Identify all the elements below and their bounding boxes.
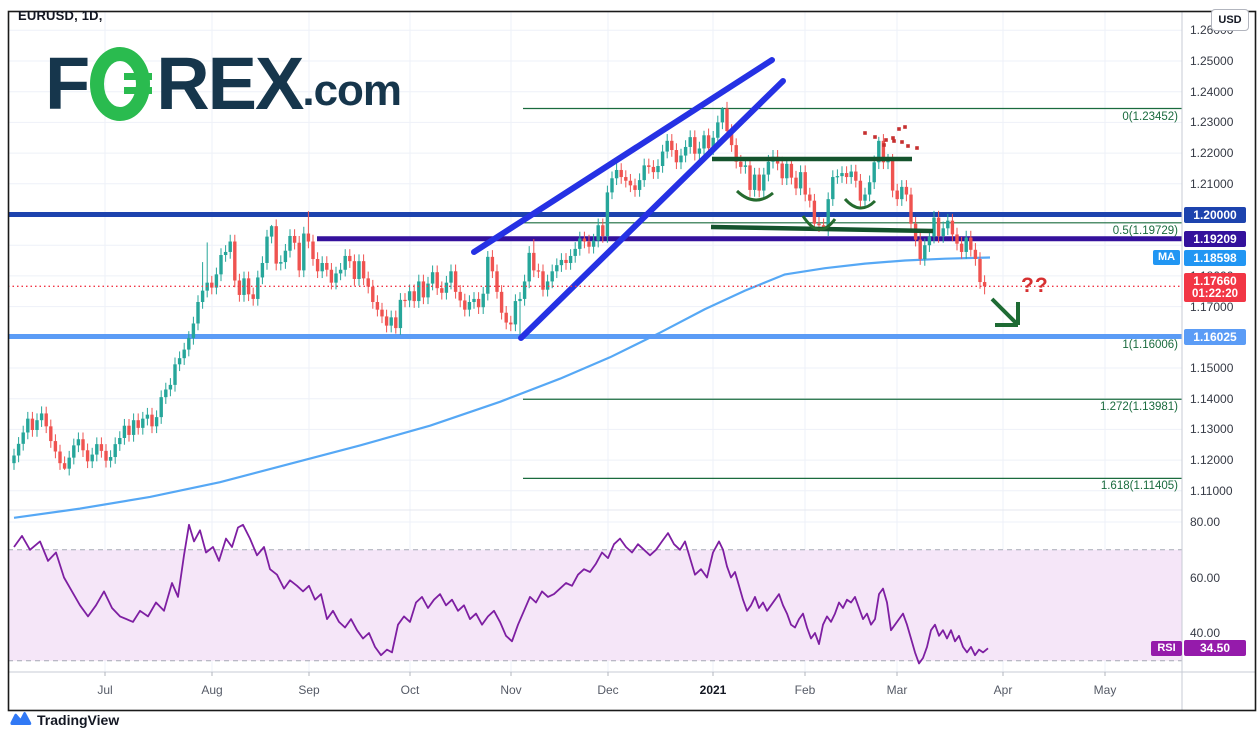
tradingview-logo-icon [10,711,32,725]
tradingview-brand-text: TradingView [37,711,120,728]
fib-retracement [523,107,1182,479]
tradingview-attribution[interactable]: TradingView [10,711,119,728]
chart-frame [7,10,1257,712]
trend-channel [471,57,786,341]
currency-button[interactable]: USD [1211,9,1249,31]
rsi-line [13,523,989,665]
horizontal-lines [8,212,1182,340]
red-dotted-annotation [863,125,919,150]
question-marks-annotation: ?? [1021,274,1049,297]
watermark-tld: .com [302,66,402,115]
forex-watermark: F REX .com [45,42,402,125]
watermark-letters-rex: REX [156,42,304,125]
shoulder-arcs [735,189,877,231]
rsi-pane [8,523,1182,665]
watermark-letter-f: F [45,42,90,125]
forex-euro-o-icon [90,47,153,121]
ma-line [13,256,991,519]
down-arrow [990,297,1020,327]
symbol-title: EURUSD, 1D, [18,8,103,23]
candlesticks-series [12,101,987,476]
